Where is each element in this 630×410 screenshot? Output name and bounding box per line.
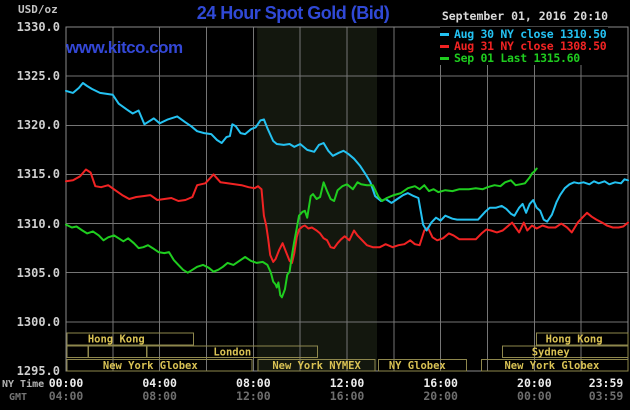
y-tick-label: 1295.0 — [16, 364, 60, 378]
y-tick-label: 1320.0 — [16, 118, 60, 133]
session-label: Hong Kong — [88, 334, 145, 346]
session-label: Sydney — [532, 346, 571, 358]
y-tick-label: 1310.0 — [16, 216, 60, 231]
legend-item-aug30: Aug 30 NY close 1310.50 — [440, 27, 607, 41]
x-tick-ny: 20:00 — [517, 376, 552, 390]
price-line-sep01 — [65, 167, 538, 299]
legend-item-sep01: Sep 01 Last 1315.60 — [440, 51, 606, 65]
session-box-sydney — [502, 345, 629, 358]
session-box-new-york-globex — [481, 359, 629, 372]
session-label: NY Globex — [389, 360, 447, 372]
y-tick-label: 1305.0 — [16, 265, 60, 280]
y-tick-label: 1330.0 — [16, 20, 60, 34]
chart-datetime: September 01, 2016 20:10 — [441, 9, 608, 23]
ny-time-axis-label: NY Time — [2, 379, 45, 390]
session-label: New York NYMEX — [272, 360, 361, 372]
session-box-hong-kong — [66, 332, 195, 346]
x-tick-ny: 04:00 — [142, 376, 177, 390]
session-label: Hong Kong — [546, 334, 603, 346]
legend-item-aug31: Aug 31 NY close 1308.50 — [440, 39, 607, 53]
chart-title: 24 Hour Spot Gold (Bid) — [196, 3, 390, 23]
kitco-watermark: www.kitco.com — [66, 38, 183, 57]
legend-label: Aug 31 NY close 1308.50 — [454, 39, 607, 53]
x-tick-gmt: 16:00 — [329, 389, 365, 403]
legend-label: Aug 30 NY close 1310.50 — [454, 27, 607, 41]
session-box-hong-kong — [536, 332, 629, 346]
session-box — [87, 345, 148, 358]
legend-dash-icon — [440, 44, 449, 48]
x-tick-ny: 23:59 — [588, 376, 624, 390]
legend: Aug 30 NY close 1310.50 Aug 31 NY close 1… — [440, 27, 609, 65]
x-tick-ny: 00:00 — [48, 376, 84, 390]
legend-dash-icon — [440, 32, 449, 36]
x-tick-gmt: 08:00 — [142, 389, 177, 403]
session-label: London — [213, 346, 251, 358]
session-box-new-york-globex — [66, 359, 253, 372]
gmt-axis-label: GMT — [9, 392, 28, 403]
session-label: New York Globex — [103, 360, 199, 372]
x-tick-gmt: 12:00 — [236, 389, 271, 403]
x-tick-gmt: 03:59 — [588, 389, 624, 403]
y-axis-unit-label: USD/oz — [18, 3, 58, 16]
x-tick-ny: 16:00 — [423, 376, 458, 390]
x-tick-gmt: 00:00 — [517, 389, 552, 403]
session-box — [66, 345, 89, 358]
x-tick-ny: 12:00 — [329, 376, 365, 390]
price-line-aug31 — [65, 168, 629, 264]
price-line-aug30 — [65, 82, 629, 232]
y-tick-label: 1315.0 — [16, 167, 60, 182]
session-box-london — [146, 345, 319, 358]
x-tick-gmt: 20:00 — [423, 389, 458, 403]
y-tick-label: 1325.0 — [16, 69, 60, 84]
y-tick-label: 1300.0 — [16, 314, 60, 329]
session-label: New York Globex — [504, 360, 600, 372]
x-tick-ny: 08:00 — [236, 376, 271, 390]
legend-label: Sep 01 Last 1315.60 — [454, 51, 580, 65]
legend-dash-icon — [440, 56, 449, 60]
x-tick-gmt: 04:00 — [48, 389, 84, 403]
session-box-new-york-nymex — [257, 359, 376, 372]
session-box-ny-globex — [378, 359, 467, 372]
